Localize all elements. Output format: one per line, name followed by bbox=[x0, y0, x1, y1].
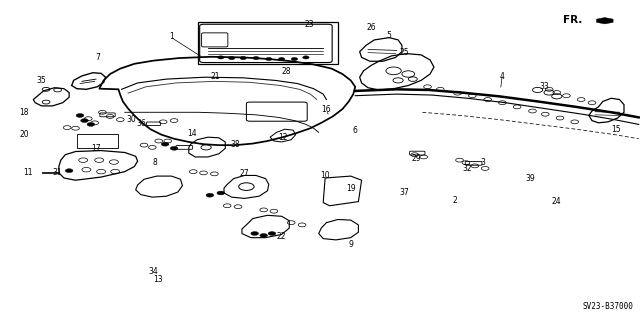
Text: 31: 31 bbox=[52, 168, 63, 177]
Text: 38: 38 bbox=[230, 140, 241, 149]
Text: 13: 13 bbox=[153, 275, 163, 284]
Text: 1: 1 bbox=[169, 32, 174, 41]
Text: 10: 10 bbox=[320, 171, 330, 180]
Text: 26: 26 bbox=[366, 23, 376, 32]
Text: 22: 22 bbox=[277, 232, 286, 241]
Text: 19: 19 bbox=[346, 184, 356, 193]
Text: 39: 39 bbox=[525, 174, 535, 182]
Text: 12: 12 bbox=[278, 133, 287, 142]
Text: 2: 2 bbox=[452, 197, 457, 205]
Circle shape bbox=[291, 57, 298, 61]
Text: 30: 30 bbox=[126, 115, 136, 124]
Text: 9: 9 bbox=[348, 240, 353, 249]
Text: 27: 27 bbox=[239, 169, 250, 178]
Circle shape bbox=[87, 122, 95, 126]
Text: 25: 25 bbox=[399, 48, 410, 57]
Text: 17: 17 bbox=[91, 144, 101, 153]
Circle shape bbox=[217, 191, 225, 195]
Text: 6: 6 bbox=[352, 126, 357, 135]
Text: 29: 29 bbox=[411, 154, 421, 163]
Text: SV23-B37000: SV23-B37000 bbox=[583, 302, 634, 311]
Text: 34: 34 bbox=[148, 267, 159, 276]
Text: 7: 7 bbox=[95, 53, 100, 62]
Text: 18: 18 bbox=[20, 108, 29, 117]
Text: 28: 28 bbox=[282, 67, 291, 76]
Circle shape bbox=[268, 232, 276, 235]
Circle shape bbox=[65, 169, 73, 173]
Circle shape bbox=[253, 56, 259, 60]
Circle shape bbox=[228, 56, 235, 60]
Circle shape bbox=[81, 119, 88, 122]
Circle shape bbox=[206, 193, 214, 197]
Text: 3: 3 bbox=[481, 158, 486, 167]
Circle shape bbox=[170, 146, 178, 150]
Circle shape bbox=[266, 57, 272, 61]
Circle shape bbox=[218, 56, 224, 59]
Circle shape bbox=[303, 56, 309, 59]
Text: 5: 5 bbox=[387, 31, 392, 40]
Text: 36: 36 bbox=[136, 119, 146, 128]
Text: 37: 37 bbox=[399, 188, 410, 197]
Circle shape bbox=[278, 57, 285, 61]
Text: 15: 15 bbox=[611, 125, 621, 134]
Text: 33: 33 bbox=[539, 82, 549, 91]
Text: 14: 14 bbox=[187, 129, 197, 138]
Text: 23: 23 bbox=[305, 20, 315, 29]
Circle shape bbox=[260, 234, 268, 237]
Text: 4: 4 bbox=[500, 72, 505, 81]
Text: 20: 20 bbox=[19, 130, 29, 139]
Text: 35: 35 bbox=[36, 76, 47, 85]
Polygon shape bbox=[596, 18, 613, 24]
Text: 11: 11 bbox=[24, 168, 33, 177]
Circle shape bbox=[251, 232, 259, 235]
Circle shape bbox=[76, 114, 84, 117]
Text: 32: 32 bbox=[462, 164, 472, 173]
Circle shape bbox=[161, 142, 169, 146]
Text: 21: 21 bbox=[211, 72, 220, 81]
Text: 24: 24 bbox=[552, 197, 562, 206]
Text: 16: 16 bbox=[321, 105, 331, 114]
Text: FR.: FR. bbox=[563, 15, 582, 26]
Text: 8: 8 bbox=[152, 158, 157, 167]
Circle shape bbox=[240, 56, 246, 60]
